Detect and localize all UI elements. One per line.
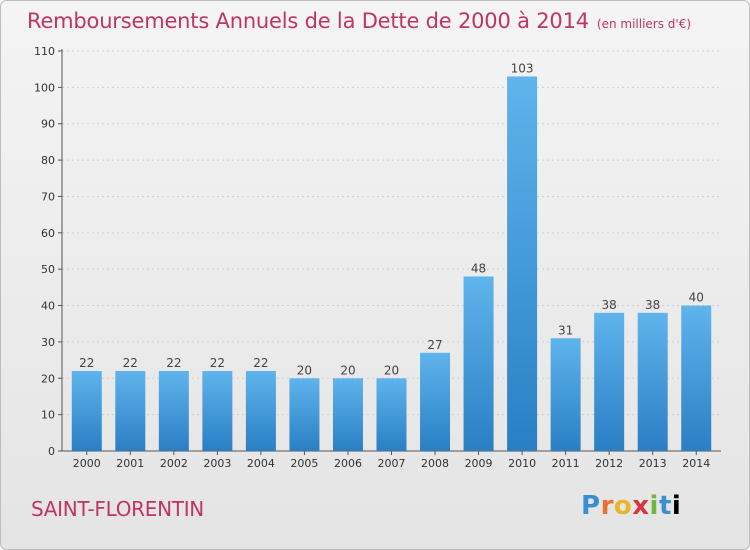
logo-letter: t [658, 491, 672, 521]
bar [463, 276, 494, 451]
logo-letter: P [581, 491, 601, 521]
x-tick-label: 2010 [508, 457, 536, 470]
logo-letter: r [600, 491, 614, 521]
y-tick-label: 30 [41, 336, 55, 349]
data-label: 22 [123, 356, 138, 370]
x-tick-label: 2007 [378, 457, 406, 470]
x-tick-label: 2006 [334, 457, 362, 470]
x-tick-label: 2001 [116, 457, 144, 470]
commune-name: SAINT-FLORENTIN [31, 497, 204, 521]
data-label: 38 [602, 298, 617, 312]
bar [550, 338, 581, 451]
y-tick-label: 90 [41, 118, 55, 131]
x-tick-label: 2005 [290, 457, 318, 470]
data-label: 20 [340, 363, 355, 377]
x-tick-label: 2009 [465, 457, 493, 470]
data-label: 27 [427, 338, 442, 352]
y-tick-label: 70 [41, 190, 55, 203]
x-tick-label: 2004 [247, 457, 275, 470]
bar [594, 312, 625, 451]
x-tick-label: 2003 [203, 457, 231, 470]
bar [202, 371, 233, 451]
data-label: 22 [79, 356, 94, 370]
bar [289, 378, 320, 451]
logo-letter: x [632, 491, 650, 521]
bar [332, 378, 363, 451]
x-tick-label: 2002 [160, 457, 188, 470]
y-tick-label: 100 [34, 81, 55, 94]
y-tick-label: 10 [41, 409, 55, 422]
x-tick-label: 2014 [682, 457, 710, 470]
data-label: 31 [558, 323, 573, 337]
x-tick-label: 2012 [595, 457, 623, 470]
bar [71, 371, 102, 451]
data-label: 22 [210, 356, 225, 370]
data-label: 22 [166, 356, 181, 370]
y-tick-label: 40 [41, 300, 55, 313]
y-tick-label: 60 [41, 227, 55, 240]
x-tick-label: 2000 [73, 457, 101, 470]
bar-layer [71, 76, 712, 452]
logo-letter: o [613, 491, 633, 521]
bar [637, 312, 668, 451]
y-tick-label: 50 [41, 263, 55, 276]
label-layer: 22 22 22 22 22 20 20 20 27 48 103 31 38 38 40 [79, 61, 704, 377]
y-tick-label: 110 [34, 45, 55, 58]
y-tick-label: 20 [41, 372, 55, 385]
data-label: 40 [689, 291, 704, 305]
data-label: 20 [384, 363, 399, 377]
logo-letter: i [649, 491, 659, 521]
data-label: 20 [297, 363, 312, 377]
data-label: 48 [471, 261, 486, 275]
chart-unit: (en milliers d'€) [596, 17, 692, 31]
bar [507, 76, 538, 452]
bar [420, 352, 451, 451]
x-tick-label: 2011 [552, 457, 580, 470]
data-label: 22 [253, 356, 268, 370]
axis-layer: 0 10 20 30 40 50 60 70 80 90 100 110 2000 2001 2002 200… [34, 45, 721, 470]
proxiti-logo: Proxiti [581, 491, 681, 521]
logo-letter: i [671, 491, 682, 521]
bar [158, 371, 189, 451]
x-tick-label: 2013 [639, 457, 667, 470]
bar [376, 378, 407, 451]
bar [245, 371, 276, 451]
y-tick-label: 0 [48, 445, 55, 458]
y-tick-label: 80 [41, 154, 55, 167]
chart-title: Remboursements Annuels de la Dette de 20… [27, 9, 691, 33]
data-label: 103 [511, 61, 534, 75]
bar [681, 305, 712, 451]
x-tick-label: 2008 [421, 457, 449, 470]
chart-title-text: Remboursements Annuels de la Dette de 20… [27, 9, 589, 33]
bar [115, 371, 146, 451]
data-label: 38 [645, 298, 660, 312]
